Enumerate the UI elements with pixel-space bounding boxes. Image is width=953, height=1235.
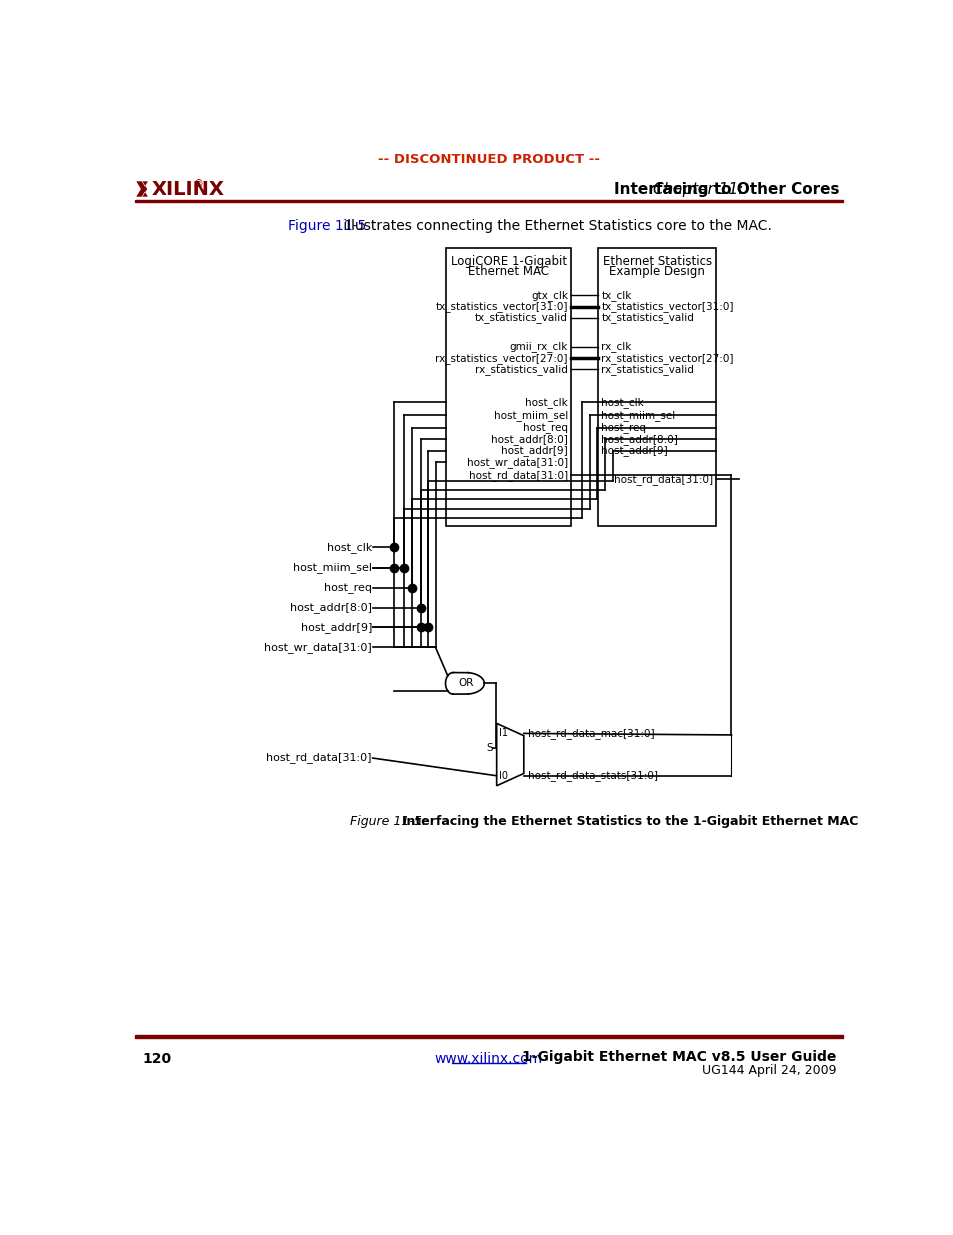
- Bar: [134, 1035, 842, 1037]
- Text: 120: 120: [142, 1052, 172, 1066]
- Text: Chapter 11:: Chapter 11:: [653, 182, 748, 196]
- Polygon shape: [142, 182, 148, 196]
- Text: host_addr[9]: host_addr[9]: [300, 621, 372, 632]
- Text: host_clk: host_clk: [600, 396, 643, 408]
- Text: host_rd_data[31:0]: host_rd_data[31:0]: [468, 471, 567, 480]
- Text: host_rd_data_stats[31:0]: host_rd_data_stats[31:0]: [527, 771, 657, 782]
- Text: LogiCORE 1-Gigabit: LogiCORE 1-Gigabit: [450, 254, 566, 268]
- Text: OR: OR: [457, 678, 473, 688]
- Text: Figure 11-5:: Figure 11-5:: [350, 815, 426, 829]
- Text: www.xilinx.com: www.xilinx.com: [435, 1052, 542, 1066]
- Text: tx_statistics_vector[31:0]: tx_statistics_vector[31:0]: [600, 301, 733, 312]
- Text: host_clk: host_clk: [326, 542, 372, 552]
- Text: gtx_clk: gtx_clk: [531, 290, 567, 301]
- Text: tx_statistics_vector[31:0]: tx_statistics_vector[31:0]: [435, 301, 567, 312]
- Polygon shape: [497, 724, 523, 785]
- Text: host_clk: host_clk: [525, 396, 567, 408]
- Text: 1-Gigabit Ethernet MAC v8.5 User Guide: 1-Gigabit Ethernet MAC v8.5 User Guide: [521, 1050, 835, 1063]
- Text: host_req: host_req: [324, 583, 372, 593]
- Polygon shape: [136, 182, 146, 196]
- Text: host_rd_data[31:0]: host_rd_data[31:0]: [613, 474, 712, 485]
- Text: Interfacing to Other Cores: Interfacing to Other Cores: [614, 182, 840, 196]
- Text: -- DISCONTINUED PRODUCT --: -- DISCONTINUED PRODUCT --: [377, 153, 599, 167]
- Text: I1: I1: [498, 729, 507, 739]
- Text: rx_statistics_vector[27:0]: rx_statistics_vector[27:0]: [435, 353, 567, 364]
- Text: tx_statistics_valid: tx_statistics_valid: [600, 312, 694, 324]
- Text: rx_statistics_valid: rx_statistics_valid: [600, 364, 694, 374]
- Text: host_wr_data[31:0]: host_wr_data[31:0]: [466, 457, 567, 468]
- Text: Figure 11-5: Figure 11-5: [288, 219, 366, 233]
- Text: gmii_rx_clk: gmii_rx_clk: [509, 341, 567, 352]
- Text: Example Design: Example Design: [609, 264, 704, 278]
- Text: host_req: host_req: [522, 422, 567, 433]
- Text: illustrates connecting the Ethernet Statistics core to the MAC.: illustrates connecting the Ethernet Stat…: [339, 219, 771, 233]
- Text: S: S: [486, 743, 493, 753]
- Bar: [446, 248, 571, 526]
- Text: host_addr[8:0]: host_addr[8:0]: [290, 603, 372, 614]
- Text: ®: ®: [193, 179, 203, 189]
- Text: I0: I0: [498, 771, 507, 781]
- Text: host_addr[9]: host_addr[9]: [600, 446, 667, 456]
- Text: tx_clk: tx_clk: [600, 290, 631, 301]
- Text: host_miim_sel: host_miim_sel: [600, 410, 675, 421]
- Bar: [598, 248, 716, 526]
- Text: Interfacing the Ethernet Statistics to the 1-Gigabit Ethernet MAC: Interfacing the Ethernet Statistics to t…: [402, 815, 858, 829]
- Text: tx_statistics_valid: tx_statistics_valid: [475, 312, 567, 324]
- Bar: [134, 200, 842, 203]
- Text: Ethernet Statistics: Ethernet Statistics: [602, 254, 711, 268]
- Text: rx_statistics_vector[27:0]: rx_statistics_vector[27:0]: [600, 353, 733, 364]
- Text: host_miim_sel: host_miim_sel: [293, 562, 372, 573]
- Text: XILINX: XILINX: [152, 179, 225, 199]
- Text: host_miim_sel: host_miim_sel: [494, 410, 567, 421]
- Text: UG144 April 24, 2009: UG144 April 24, 2009: [700, 1065, 835, 1077]
- Text: host_addr[9]: host_addr[9]: [500, 446, 567, 456]
- Text: rx_clk: rx_clk: [600, 341, 631, 352]
- Text: host_addr[8:0]: host_addr[8:0]: [491, 433, 567, 445]
- Text: rx_statistics_valid: rx_statistics_valid: [475, 364, 567, 374]
- Text: host_rd_data[31:0]: host_rd_data[31:0]: [266, 752, 372, 763]
- Text: Ethernet MAC: Ethernet MAC: [468, 264, 549, 278]
- Text: host_wr_data[31:0]: host_wr_data[31:0]: [264, 642, 372, 652]
- Text: host_req: host_req: [600, 422, 645, 433]
- Text: host_rd_data_mac[31:0]: host_rd_data_mac[31:0]: [527, 727, 654, 739]
- Text: host_addr[8:0]: host_addr[8:0]: [600, 433, 678, 445]
